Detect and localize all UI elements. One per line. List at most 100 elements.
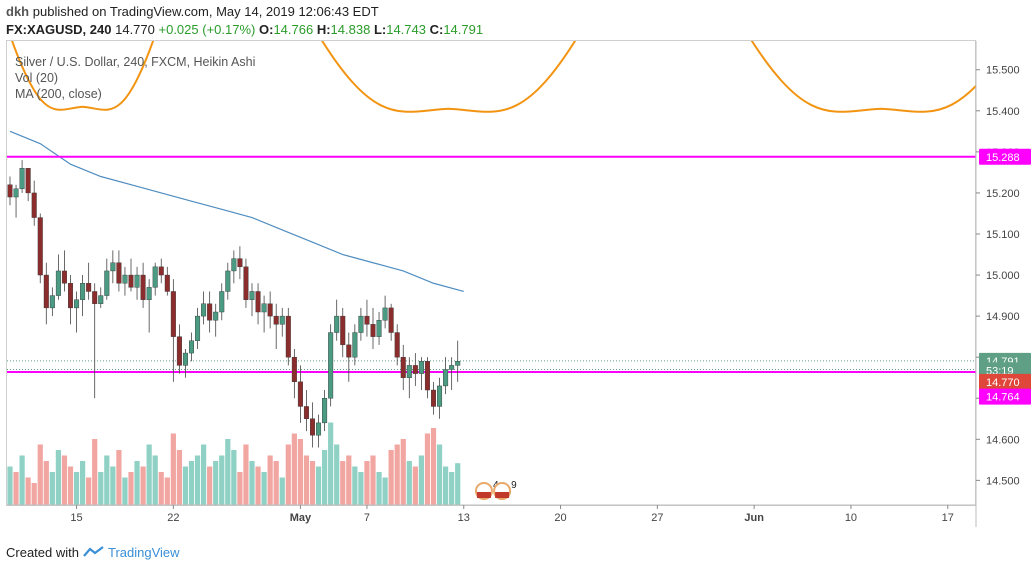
candle-body (424, 361, 430, 391)
candle-body (382, 307, 388, 321)
candle-body (104, 270, 110, 296)
candle-body (55, 270, 61, 296)
volume-bar (255, 466, 261, 505)
volume-bar (73, 472, 80, 505)
legend-ma[interactable]: MA (200, close) (15, 87, 102, 101)
moving-average-line (9, 130, 464, 293)
close-value: 14.791 (443, 22, 484, 37)
created-with-text: Created with (6, 545, 79, 560)
volume-bar (55, 450, 61, 505)
tradingview-logo-icon[interactable] (82, 546, 105, 558)
candle-body (449, 365, 455, 370)
volume-bar (31, 483, 37, 505)
volume-bar (116, 450, 122, 505)
candle-body (13, 188, 19, 198)
candle-body (376, 320, 382, 337)
high-label: H: (316, 22, 331, 37)
candle-body (352, 332, 358, 358)
tradingview-brand[interactable]: TradingView (108, 545, 180, 560)
volume-bar (188, 461, 195, 505)
cycle-arc (321, 41, 577, 113)
candle-body (455, 361, 461, 366)
candle-body (358, 315, 364, 333)
x-tick-label: 17 (942, 512, 954, 524)
high-value: 14.838 (330, 22, 371, 37)
candle-body (49, 295, 55, 309)
volume-bar (140, 466, 146, 505)
volume-bar (400, 439, 406, 505)
volume-bar (237, 472, 243, 505)
candle-body (225, 270, 231, 292)
volume-bar (110, 466, 116, 505)
volume-bar (382, 477, 388, 505)
open-label: O: (258, 22, 274, 37)
volume-bar (273, 461, 279, 505)
y-tick-label: 14.500 (986, 475, 1020, 487)
candle-body (25, 168, 31, 194)
price-tag[interactable] (979, 388, 1031, 405)
volume-bar (370, 455, 376, 505)
legend-volume[interactable]: Vol (20) (15, 71, 59, 85)
volume-bar (146, 444, 152, 505)
volume-bar (86, 477, 92, 505)
volume-bar (376, 472, 382, 505)
x-tick-label: 13 (458, 512, 470, 524)
price-chart[interactable]: 4915.50015.40015.30015.20015.10015.00014… (0, 0, 1034, 545)
candle-body (61, 270, 67, 284)
candle-body (152, 266, 158, 288)
candle-body (86, 283, 92, 292)
volume-bar (67, 466, 74, 505)
publish-info: dkh published on TradingView.com, May 14… (6, 4, 379, 19)
x-tick-label: 7 (364, 512, 370, 524)
volume-bar (134, 461, 140, 505)
y-tick-label: 15.400 (986, 106, 1020, 118)
volume-bar (219, 455, 225, 505)
candle-body (37, 217, 43, 276)
volume-bar (249, 461, 255, 505)
candle-body (261, 303, 267, 313)
close-label: C: (429, 22, 444, 37)
candle-body (43, 274, 49, 309)
candle-body (406, 365, 412, 378)
volume-bar (443, 466, 449, 505)
author-name[interactable]: dkh (6, 4, 30, 19)
candle-body (122, 274, 128, 284)
candle-body (431, 389, 437, 407)
x-tick-label: May (290, 512, 312, 524)
x-tick-label: 27 (651, 512, 663, 524)
y-tick-label: 15.200 (986, 188, 1020, 200)
volume-bar (406, 461, 412, 505)
volume-bar (449, 472, 455, 505)
price-tag-label: 15.288 (986, 152, 1020, 164)
legend-title[interactable]: Silver / U.S. Dollar, 240, FXCM, Heikin … (15, 55, 256, 69)
candle-body (340, 315, 346, 346)
volume-bar (213, 461, 219, 505)
volume-bar (315, 466, 322, 505)
candle-body (267, 303, 273, 317)
candle-body (67, 283, 73, 309)
candle-body (170, 291, 176, 337)
volume-bar (267, 455, 273, 505)
candle-body (412, 365, 418, 374)
volume-bar (243, 444, 249, 505)
volume-bar (364, 461, 370, 505)
volume-bar (25, 477, 31, 505)
candle-body (92, 291, 98, 304)
candle-body (219, 291, 225, 313)
candle-body (285, 315, 291, 358)
candle-body (249, 291, 255, 300)
price-tag[interactable] (979, 373, 1031, 390)
candle-body (316, 422, 322, 436)
x-tick-label: 22 (167, 512, 179, 524)
candle-body (322, 398, 328, 424)
candle-body (303, 406, 309, 419)
volume-bar (424, 433, 431, 505)
candle-body (279, 315, 285, 325)
volume-bar (170, 433, 176, 505)
volume-bar (322, 450, 328, 505)
price-tag[interactable] (979, 148, 1031, 165)
volume-bar (80, 461, 86, 505)
volume-bar (303, 455, 310, 505)
y-tick-label: 14.900 (986, 311, 1020, 323)
volume-bar (98, 472, 104, 505)
